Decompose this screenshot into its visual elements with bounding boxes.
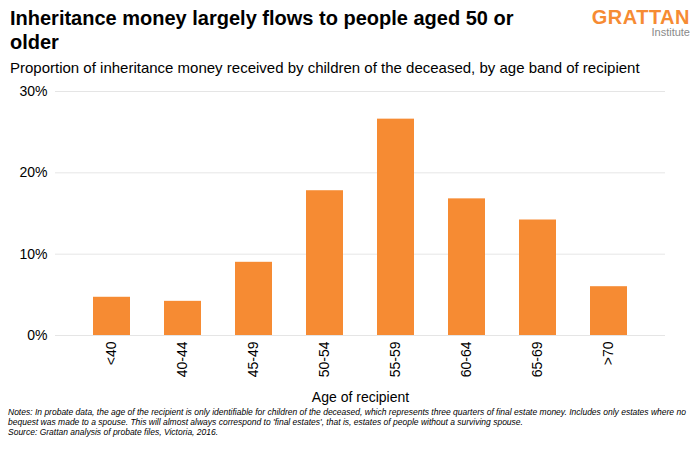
svg-text:30%: 30% [19,83,47,99]
svg-text:60-64: 60-64 [458,341,474,377]
html-text:Source: Grattan analysis of pr: Source: Grattan analysis of probate file… [8,427,219,437]
html-text:GRATTAN: GRATTAN [591,6,690,28]
html-text:Proportion of inheritance mone: Proportion of inheritance money received… [10,59,640,76]
svg-text:>70: >70 [600,341,616,365]
svg-text:40-44: 40-44 [174,341,190,377]
html-text:Institute: Institute [651,26,690,38]
svg-text:Age of recipient: Age of recipient [312,389,409,405]
html-text:Inheritance money largely flow: Inheritance money largely flows to peopl… [10,7,514,53]
svg-text:50-54: 50-54 [316,341,332,377]
svg-text:<40: <40 [103,341,119,365]
svg-text:20%: 20% [19,164,47,180]
html-text:Notes: In probate data, the ag: Notes: In probate data, the age of the r… [8,407,686,427]
svg-text:65-69: 65-69 [529,341,545,377]
svg-text:45-49: 45-49 [245,341,261,377]
svg-text:55-59: 55-59 [387,341,403,377]
svg-text:0%: 0% [27,327,47,343]
svg-text:10%: 10% [19,246,47,262]
